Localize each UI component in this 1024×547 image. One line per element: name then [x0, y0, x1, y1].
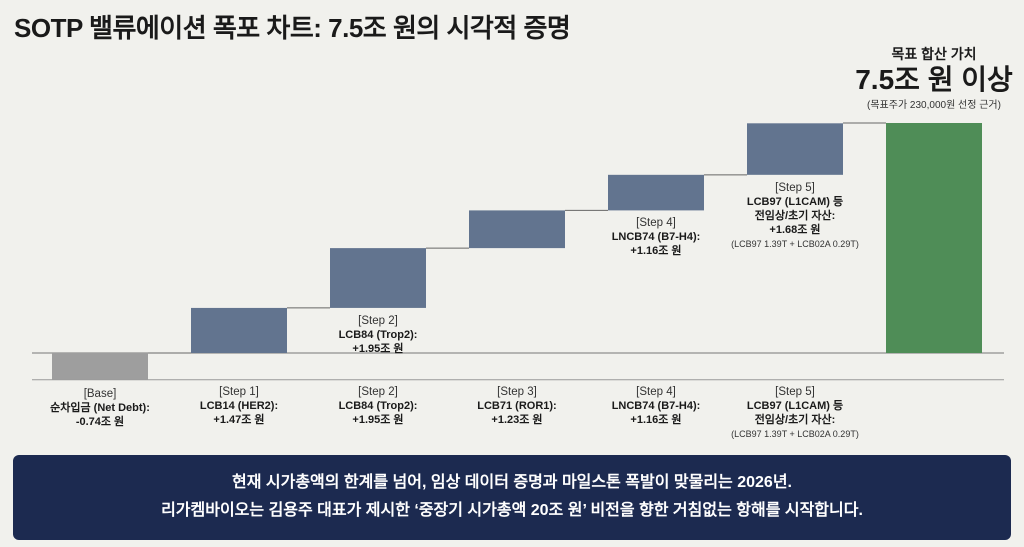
- page-title: SOTP 밸류에이션 폭포 차트: 7.5조 원의 시각적 증명: [14, 13, 571, 43]
- step-text: [Step 4]: [636, 217, 676, 230]
- step-text: [Step 1]: [219, 386, 259, 398]
- detail-text: (LCB97 1.39T + LCB02A 0.29T): [731, 238, 859, 249]
- val-text: +1.23조 원: [491, 414, 543, 426]
- label-base: [Base] 순차입금 (Net Debt): -0.74조 원: [0, 387, 200, 429]
- name-text: LCB84 (Trop2):: [338, 328, 418, 341]
- bar-step-5: [747, 123, 843, 175]
- name-text: LCB84 (Trop2):: [338, 400, 418, 412]
- total-label: 목표 합산 가치: [891, 46, 977, 62]
- step-text: [Step 5]: [775, 386, 815, 398]
- detail-text: (LCB97 1.39T + LCB02A 0.29T): [731, 429, 859, 439]
- name-text: LCB71 (ROR1):: [477, 400, 557, 412]
- bar-step-3: [469, 210, 565, 249]
- label-step-3-axis: [Step 3] LCB71 (ROR1): +1.23조 원: [417, 385, 617, 427]
- name-text: 전임상/초기 자산:: [754, 209, 836, 222]
- total-value: 7.5조 원 이상: [855, 64, 1013, 95]
- total-annotation: 목표 합산 가치 7.5조 원 이상 (목표주가 230,000원 선정 근거): [855, 44, 1013, 111]
- step-text: [Base]: [83, 388, 117, 400]
- banner-line-1: 현재 시가총액의 한계를 넘어, 임상 데이터 증명과 마일스톤 폭발이 맞물리…: [232, 474, 792, 491]
- name-text: LCB97 (L1CAM) 등: [746, 400, 844, 412]
- bar-step-2: [330, 248, 426, 308]
- name-text: LCB14 (HER2):: [199, 400, 279, 412]
- name-text: LNCB74 (B7-H4):: [611, 231, 701, 244]
- bar-step-4: [608, 174, 704, 211]
- bar-base: [52, 353, 148, 380]
- step-text: [Step 5]: [775, 181, 815, 194]
- label-step-2-inline: [Step 2] LCB84 (Trop2): +1.95조 원: [278, 314, 478, 356]
- name-text: LCB97 (L1CAM) 등: [746, 195, 844, 208]
- val-text: +1.95조 원: [352, 342, 404, 355]
- total-note: (목표주가 230,000원 선정 근거): [867, 100, 1001, 111]
- val-text: +1.16조 원: [630, 414, 682, 426]
- val-text: -0.74조 원: [75, 416, 125, 428]
- bar-total: [886, 123, 982, 353]
- label-step-1-axis: [Step 1] LCB14 (HER2): +1.47조 원: [139, 385, 339, 427]
- val-text: +1.47조 원: [213, 414, 265, 426]
- label-step-4-inline: [Step 4] LNCB74 (B7-H4): +1.16조 원: [556, 216, 756, 258]
- step-text: [Step 3]: [497, 386, 537, 398]
- banner-line-2: 리가켐바이오는 김용주 대표가 제시한 ‘중장기 시가총액 20조 원’ 비전을…: [161, 502, 863, 519]
- bar-step-1: [191, 307, 287, 353]
- summary-banner: 현재 시가총액의 한계를 넘어, 임상 데이터 증명과 마일스톤 폭발이 맞물리…: [13, 455, 1011, 540]
- step-text: [Step 4]: [636, 386, 676, 398]
- label-step-4-axis: [Step 4] LNCB74 (B7-H4): +1.16조 원: [556, 385, 756, 427]
- label-step-5-inline: [Step 5] LCB97 (L1CAM) 등 전임상/초기 자산: +1.68조 …: [695, 181, 895, 251]
- label-step-2-axis: [Step 2] LCB84 (Trop2): +1.95조 원: [278, 385, 478, 427]
- step-text: [Step 2]: [358, 314, 398, 327]
- name-text: 순차입금 (Net Debt):: [50, 402, 150, 414]
- val-text: +1.68조 원: [769, 223, 821, 236]
- name-text: 전임상/초기 자산:: [754, 414, 836, 426]
- val-text: +1.95조 원: [352, 414, 404, 426]
- name-text: LNCB74 (B7-H4):: [611, 400, 701, 412]
- step-text: [Step 2]: [358, 386, 398, 398]
- val-text: +1.16조 원: [630, 245, 682, 258]
